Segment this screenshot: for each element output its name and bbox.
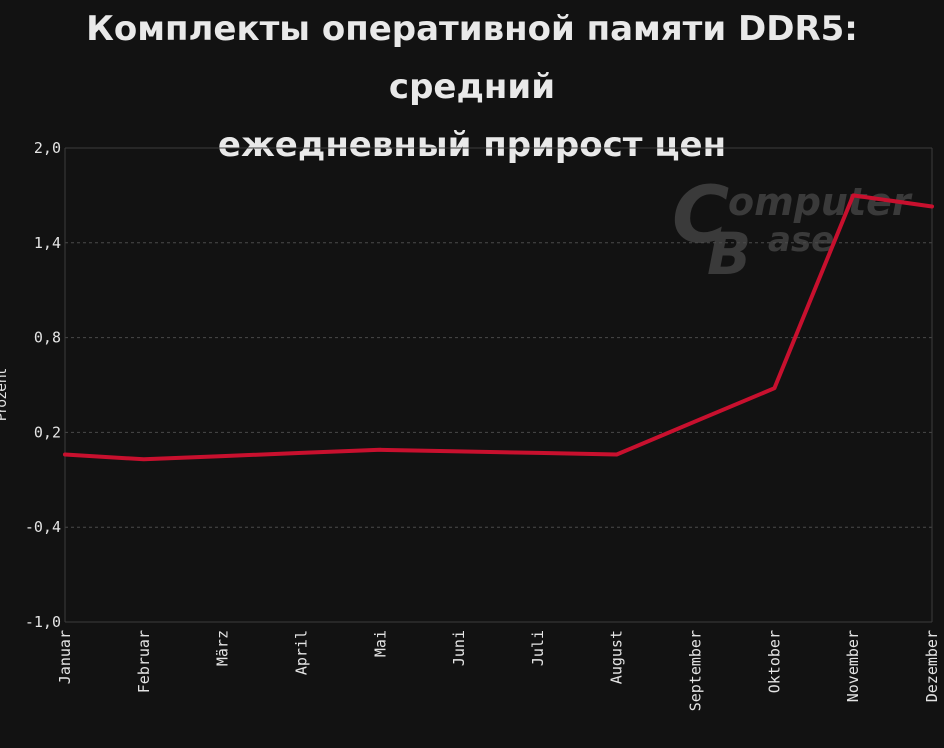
x-tick-label: April	[292, 630, 310, 675]
y-tick-labels: 2,0 1,4 0,8 0,2 -0,4 -1,0	[25, 139, 61, 631]
x-tick-label: Dezember	[923, 630, 941, 702]
watermark-letter-c: C	[672, 171, 729, 261]
watermark-text-bottom: ase	[768, 220, 834, 260]
watermark-letter-b: B	[707, 220, 751, 288]
watermark-text-top: omputer	[728, 180, 913, 224]
y-tick-label: 0,8	[34, 329, 61, 347]
chart-title-line2: ежедневный прирост цен	[217, 125, 727, 165]
x-tick-label: Mai	[371, 630, 389, 657]
x-tick-label: März	[214, 630, 232, 666]
series-layer	[63, 193, 934, 462]
y-tick-label: -1,0	[25, 613, 61, 631]
y-axis-title: Prozent	[0, 368, 10, 421]
x-tick-label: Oktober	[765, 630, 783, 693]
chart-title: Комплекты оперативной памяти DDR5: средн…	[0, 0, 944, 174]
grid-lines	[65, 147, 932, 623]
computerbase-watermark: C B omputer ase	[672, 171, 913, 288]
axes	[64, 148, 933, 622]
x-tick-label: November	[844, 630, 862, 702]
x-tick-label: Februar	[135, 630, 153, 693]
x-tick-label: September	[687, 630, 705, 711]
x-tick-label: August	[608, 630, 626, 684]
y-tick-label: 0,2	[34, 423, 61, 441]
y-tick-label: -0,4	[25, 518, 61, 536]
x-tick-labels: Januar Februar März April Mai Juni Juli August S…	[56, 630, 941, 711]
series-line	[63, 193, 934, 462]
x-tick-label: Juni	[450, 630, 468, 666]
chart-title-line1: Комплекты оперативной памяти DDR5: средн…	[86, 9, 858, 107]
x-tick-label: Juli	[529, 630, 547, 666]
x-tick-label: Januar	[56, 630, 74, 684]
y-tick-label: 2,0	[34, 139, 61, 157]
y-tick-label: 1,4	[34, 234, 61, 252]
